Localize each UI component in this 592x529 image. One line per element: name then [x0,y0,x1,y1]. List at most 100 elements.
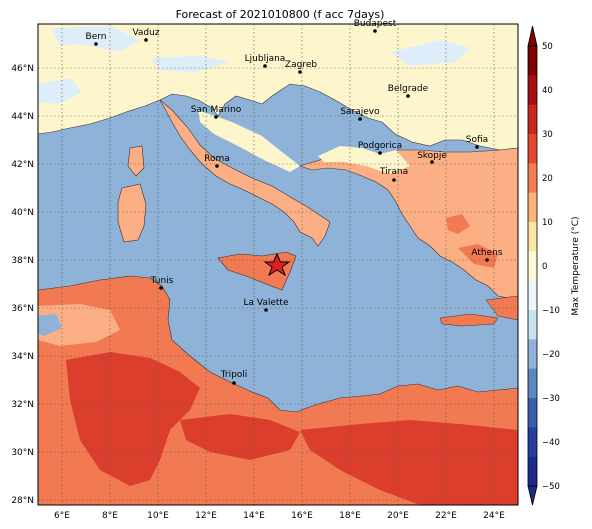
colorbar-segment [528,104,537,135]
lat-tick: 30°N [11,448,34,458]
colorbar-tick: −10 [542,306,560,316]
lon-tick: 8°E [102,511,118,521]
city-label: Belgrade [388,84,429,94]
city-label: Bern [86,32,107,42]
lon-tick: 18°E [339,511,361,521]
city-dot [430,160,434,164]
colorbar-tick: 0 [542,262,547,272]
colorbar-segment [528,427,537,458]
colorbar: 50 40 30 20 10 0 −10 −20 −30 −40 −50 Max… [527,25,581,506]
city-label: Ljubljana [245,54,286,64]
lon-tick: 24°E [483,511,505,521]
city-dot [358,117,362,121]
colorbar-max-arrow [527,25,538,47]
city-dot [373,29,377,33]
city-label: Zagreb [285,60,317,70]
land-sardinia [117,183,147,243]
colorbar-tick: 40 [542,86,553,96]
lon-tick: 20°E [387,511,409,521]
city-label: Tirana [379,167,408,177]
colorbar-segment [528,456,537,487]
lon-tick: 16°E [291,511,313,521]
map-panel: 28°N 30°N 32°N 34°N 36°N 38°N 40°N 42°N … [11,19,519,521]
colorbar-segment [528,398,537,428]
city-markers: Bern Vaduz Budapest Ljubljana Zagreb Bel… [86,19,503,385]
colorbar-tick: −40 [542,438,560,448]
ice-patch [52,26,140,52]
africa-hot-region [180,414,300,460]
africa-hot-region [66,352,200,486]
lat-tick: 42°N [11,160,34,170]
colorbar-segments [528,46,537,487]
longitude-labels: 6°E 8°E 10°E 12°E 14°E 16°E 18°E 20°E 22… [54,511,505,521]
map-gridlines [38,24,518,505]
city-dot [264,308,268,312]
city-dot [232,381,236,385]
ice-patch [38,78,82,104]
colorbar-tick: 10 [542,218,553,228]
colorbar-frame [527,45,538,487]
colorbar-segment [528,46,537,76]
colorbar-segment [528,339,537,370]
city-dot [298,70,302,74]
africa-hot-region [300,420,518,505]
colorbar-segment [528,280,537,311]
colorbar-label: Max Temperature (°C) [571,216,581,315]
city-label: Sofia [466,135,488,145]
city-label: Tripoli [220,370,248,380]
city-label: Sarajevo [340,107,380,117]
city-label: Skopje [417,151,447,161]
city-dot [214,115,218,119]
city-dot [475,145,479,149]
city-dot [215,164,219,168]
lat-tick: 36°N [11,304,34,314]
city-label: Vaduz [132,28,159,38]
africa-mild-patch [38,304,120,346]
lat-tick: 32°N [11,400,34,410]
colorbar-segment [528,75,537,106]
lon-tick: 12°E [195,511,217,521]
colorbar-segment [528,310,537,340]
lon-tick: 6°E [54,511,70,521]
lon-tick: 22°E [435,511,457,521]
city-dot [159,286,163,290]
italy-cold-strip [198,110,300,172]
balkans-cold-strip [318,146,410,174]
land-italy [159,99,331,247]
ice-patch [390,40,470,66]
lat-tick: 34°N [11,352,34,362]
lat-tick: 44°N [11,112,34,122]
city-dot [392,178,396,182]
colorbar-segment [528,222,537,252]
africa-cool-patch [38,314,62,336]
colorbar-tick: 20 [542,174,553,184]
city-dot [406,94,410,98]
greece-warm-patch [458,244,498,268]
lat-tick: 46°N [11,64,34,74]
colorbar-tick: 50 [542,42,553,52]
colorbar-min-arrow [527,485,538,506]
city-label: Roma [204,154,230,164]
colorbar-segment [528,251,537,282]
colorbar-segment [528,368,537,399]
colorbar-segment [528,163,537,194]
colorbar-tick: −20 [542,350,560,360]
land-corsica [127,145,145,177]
colorbar-segment [528,134,537,164]
colorbar-tick: 30 [542,130,553,140]
city-label: Budapest [354,19,397,29]
city-label: San Marino [191,105,242,115]
lon-tick: 14°E [243,511,265,521]
colorbar-tick: −30 [542,394,560,404]
city-label: Podgorica [358,141,402,151]
city-label: Tunis [150,276,174,286]
map-frame [37,23,519,506]
colorbar-tick: −50 [542,482,560,492]
figure-title: Forecast of 2021010800 (f acc 7days) [176,8,385,21]
colorbar-segment [528,192,537,223]
city-label: La Valette [244,298,289,308]
city-dot [378,151,382,155]
city-dot [485,258,489,262]
city-dot [94,42,98,46]
